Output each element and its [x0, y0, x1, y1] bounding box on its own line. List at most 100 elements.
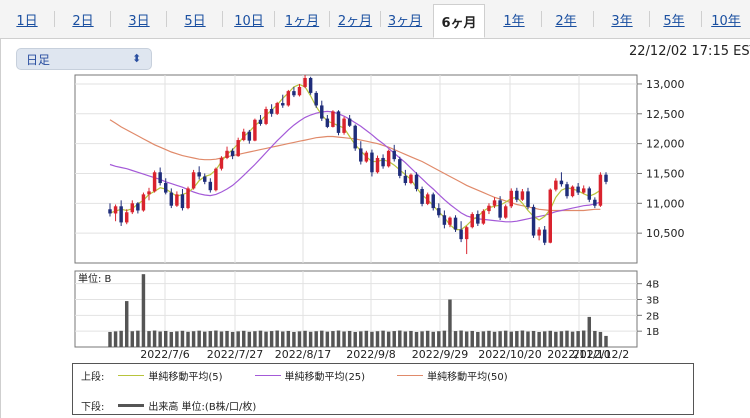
candle — [470, 212, 474, 229]
candle — [453, 215, 458, 232]
volume-bar — [593, 330, 597, 347]
tab-9[interactable]: 6ヶ月 — [433, 4, 485, 38]
candle-body — [515, 190, 519, 200]
tab-8[interactable]: 3ヶ月 — [387, 13, 423, 29]
price-panel — [74, 74, 638, 264]
candle — [459, 221, 463, 243]
candle — [214, 167, 218, 192]
updown-chevron-icon: ⬍ — [132, 52, 142, 65]
tab-4[interactable]: 5日 — [184, 13, 206, 29]
candle-body — [320, 105, 324, 119]
candle-body — [247, 131, 252, 141]
candle-body — [264, 109, 268, 124]
legend-upper-label: 上段: — [81, 371, 105, 383]
volume-bar — [242, 330, 246, 347]
candle-body — [364, 152, 369, 162]
tab-1[interactable]: 1日 — [16, 13, 38, 29]
volume-bar — [375, 331, 380, 347]
candle — [242, 128, 246, 142]
volume-bar — [342, 331, 346, 347]
tab-10[interactable]: 1年 — [503, 13, 525, 29]
volume-bar — [464, 331, 469, 347]
candle-body — [576, 186, 580, 193]
volume-bar — [409, 330, 413, 347]
x-tick-label: 2022/8/17 — [275, 348, 331, 361]
volume-bar — [359, 331, 363, 347]
candle — [386, 149, 391, 168]
volume-bar — [554, 331, 558, 347]
candle-body — [548, 189, 552, 243]
candle-body — [314, 92, 318, 106]
volume-bar — [448, 299, 452, 347]
tab-13[interactable]: 5年 — [663, 13, 685, 29]
volume-bar — [275, 330, 279, 347]
candle — [425, 192, 430, 206]
candle-body — [598, 174, 603, 206]
tab-7[interactable]: 2ヶ月 — [337, 13, 373, 29]
candle — [604, 172, 608, 185]
volume-bar — [208, 331, 213, 347]
candle-body — [370, 152, 374, 173]
candle-body — [403, 175, 408, 184]
volume-bar — [191, 331, 196, 347]
candle-body — [236, 140, 240, 157]
volume-bar — [236, 331, 240, 347]
candle — [403, 169, 408, 186]
volume-bar — [331, 331, 335, 347]
candle — [253, 118, 257, 142]
candle-body — [225, 150, 229, 158]
candle-body — [258, 119, 263, 124]
volume-bar — [180, 330, 185, 347]
volume-bar — [320, 330, 324, 347]
price-tick-label: 12,500 — [646, 108, 685, 121]
candle-body — [453, 217, 458, 230]
volume-bar — [364, 330, 369, 347]
volume-bar — [537, 331, 541, 347]
candle-body — [414, 174, 419, 189]
candle — [186, 186, 190, 210]
period-tabs: 1日 2日 3日 5日 10日 1ヶ月 2ヶ月 3ヶ月 6ヶ月 1年 2年 3年 5年 10年 — [0, 0, 750, 39]
candle — [492, 197, 497, 209]
volume-bar — [136, 330, 140, 347]
volume-bar — [119, 330, 123, 347]
candle — [531, 204, 536, 238]
volume-bar — [186, 331, 190, 347]
candle — [152, 170, 157, 193]
tab-12[interactable]: 3年 — [611, 13, 633, 29]
candle — [147, 187, 151, 201]
volume-bar — [515, 331, 519, 347]
volume-bar — [470, 330, 474, 347]
tab-11[interactable]: 2年 — [555, 13, 577, 29]
volume-bar — [108, 331, 112, 347]
x-tick-label: 2022/11/10 — [547, 348, 610, 361]
tab-6[interactable]: 1ヶ月 — [284, 13, 320, 29]
candle-body — [503, 206, 508, 218]
candle-body — [425, 194, 430, 204]
volume-bar — [152, 330, 157, 347]
legend-lower-row: 下段: 出来高 単位:(B株/口/枚) — [81, 398, 284, 413]
candle-body — [442, 215, 447, 225]
volume-bar — [459, 330, 463, 347]
tab-5[interactable]: 10日 — [234, 13, 264, 29]
volume-bar — [570, 331, 575, 347]
volume-bar — [437, 331, 441, 347]
tab-14[interactable]: 10年 — [711, 13, 741, 29]
tab-3[interactable]: 3日 — [128, 13, 150, 29]
volume-bar — [269, 331, 274, 347]
candle — [175, 191, 179, 207]
candle-body — [559, 180, 564, 185]
legend-sma5: 単純移動平均(5) — [114, 368, 223, 383]
price-tick-label: 10,500 — [646, 227, 685, 240]
candle — [208, 178, 213, 193]
candle-interval-select[interactable]: 日足 — [16, 48, 152, 70]
candle-body — [420, 188, 424, 204]
candle-body — [353, 125, 357, 149]
candle-body — [542, 229, 547, 243]
volume-bar — [565, 330, 569, 347]
volume-bar — [503, 330, 508, 347]
candle-body — [359, 148, 363, 162]
candle — [481, 209, 486, 225]
legend-upper-row: 上段: 単純移動平均(5) 単純移動平均(25) 単純移動平均(50) — [81, 368, 536, 383]
candle-body — [180, 194, 185, 209]
tab-2[interactable]: 2日 — [72, 13, 94, 29]
